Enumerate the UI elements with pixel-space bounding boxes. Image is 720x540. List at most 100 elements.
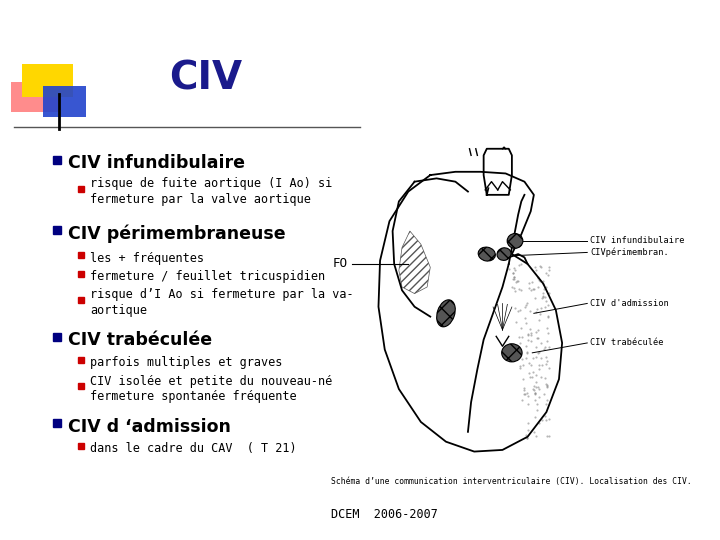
Text: CIV isolée et petite du nouveau-né
fermeture spontanée fréquente: CIV isolée et petite du nouveau-né ferme…	[90, 375, 332, 403]
Point	[533, 333, 544, 342]
Point	[524, 365, 536, 374]
Point	[535, 432, 546, 441]
Point	[526, 288, 538, 297]
Point	[512, 291, 523, 300]
Point	[513, 334, 524, 342]
Point	[525, 348, 536, 356]
Point	[521, 401, 533, 410]
Point	[523, 305, 534, 313]
Point	[522, 275, 534, 284]
Point	[516, 366, 527, 374]
Point	[530, 403, 541, 412]
Point	[513, 269, 525, 278]
Point	[537, 353, 549, 362]
Point	[524, 387, 536, 396]
Point	[528, 266, 539, 275]
Point	[514, 313, 526, 321]
Point	[523, 292, 534, 301]
Point	[543, 339, 554, 348]
Point	[526, 428, 538, 437]
Point	[515, 333, 526, 342]
Point	[533, 340, 544, 348]
Point	[529, 286, 541, 294]
Point	[539, 335, 551, 343]
Point	[509, 295, 521, 303]
Point	[543, 347, 554, 355]
Point	[519, 273, 531, 281]
Point	[526, 381, 537, 390]
Point	[527, 267, 539, 275]
Point	[520, 364, 531, 373]
Point	[522, 275, 534, 284]
Point	[537, 431, 549, 440]
Point	[543, 305, 554, 313]
Point	[523, 328, 535, 336]
Point	[520, 413, 531, 421]
Point	[523, 403, 535, 412]
Text: Schéma d’une communication interventriculaire (CIV). Localisation des CIV.: Schéma d’une communication interventricu…	[331, 477, 692, 486]
Point	[536, 362, 547, 371]
Point	[508, 260, 519, 269]
Point	[517, 264, 528, 272]
Point	[536, 397, 548, 406]
Point	[526, 383, 537, 391]
Point	[510, 319, 521, 327]
Point	[518, 360, 530, 369]
Point	[528, 354, 539, 362]
Point	[528, 426, 540, 434]
Point	[535, 291, 546, 299]
Point	[519, 272, 531, 281]
Point	[538, 403, 549, 411]
Point	[538, 305, 549, 313]
Point	[519, 321, 531, 330]
Text: risque de fuite aortique (I Ao) si
fermeture par la valve aortique: risque de fuite aortique (I Ao) si ferme…	[90, 178, 332, 206]
Point	[537, 320, 549, 329]
Point	[540, 261, 552, 270]
Point	[544, 420, 555, 429]
Point	[524, 338, 536, 347]
Point	[531, 407, 542, 416]
Point	[537, 272, 549, 280]
Text: CIV d ‘admission: CIV d ‘admission	[68, 417, 231, 436]
Point	[513, 279, 524, 288]
Point	[518, 319, 529, 328]
Point	[533, 360, 544, 368]
Point	[534, 392, 546, 400]
Point	[536, 400, 548, 408]
Point	[516, 296, 528, 305]
Point	[535, 350, 546, 359]
Point	[532, 394, 544, 403]
Point	[541, 388, 553, 396]
Point	[534, 268, 545, 276]
Point	[536, 265, 547, 273]
Point	[528, 338, 539, 347]
Bar	[22, 64, 73, 97]
Point	[529, 277, 541, 286]
Point	[520, 406, 531, 414]
Point	[539, 349, 551, 358]
Point	[539, 336, 551, 345]
Point	[536, 403, 547, 412]
Point	[519, 350, 531, 359]
Point	[523, 421, 535, 430]
Point	[509, 280, 521, 288]
Point	[528, 381, 540, 390]
Ellipse shape	[478, 247, 495, 261]
Point	[509, 283, 521, 292]
Point	[533, 407, 544, 416]
Point	[541, 339, 553, 347]
Text: CIV d'admission: CIV d'admission	[590, 299, 669, 308]
Point	[532, 357, 544, 366]
Point	[516, 355, 527, 364]
Point	[519, 390, 531, 399]
Point	[528, 288, 540, 296]
Point	[520, 412, 531, 421]
Point	[516, 264, 528, 272]
Point	[516, 316, 528, 325]
Text: CIV trabéculée: CIV trabéculée	[68, 331, 212, 349]
Point	[527, 338, 539, 347]
Point	[522, 308, 534, 316]
Text: dans le cadre du CAV  ( T 21): dans le cadre du CAV ( T 21)	[90, 442, 297, 455]
Point	[524, 358, 536, 367]
Point	[527, 349, 539, 357]
